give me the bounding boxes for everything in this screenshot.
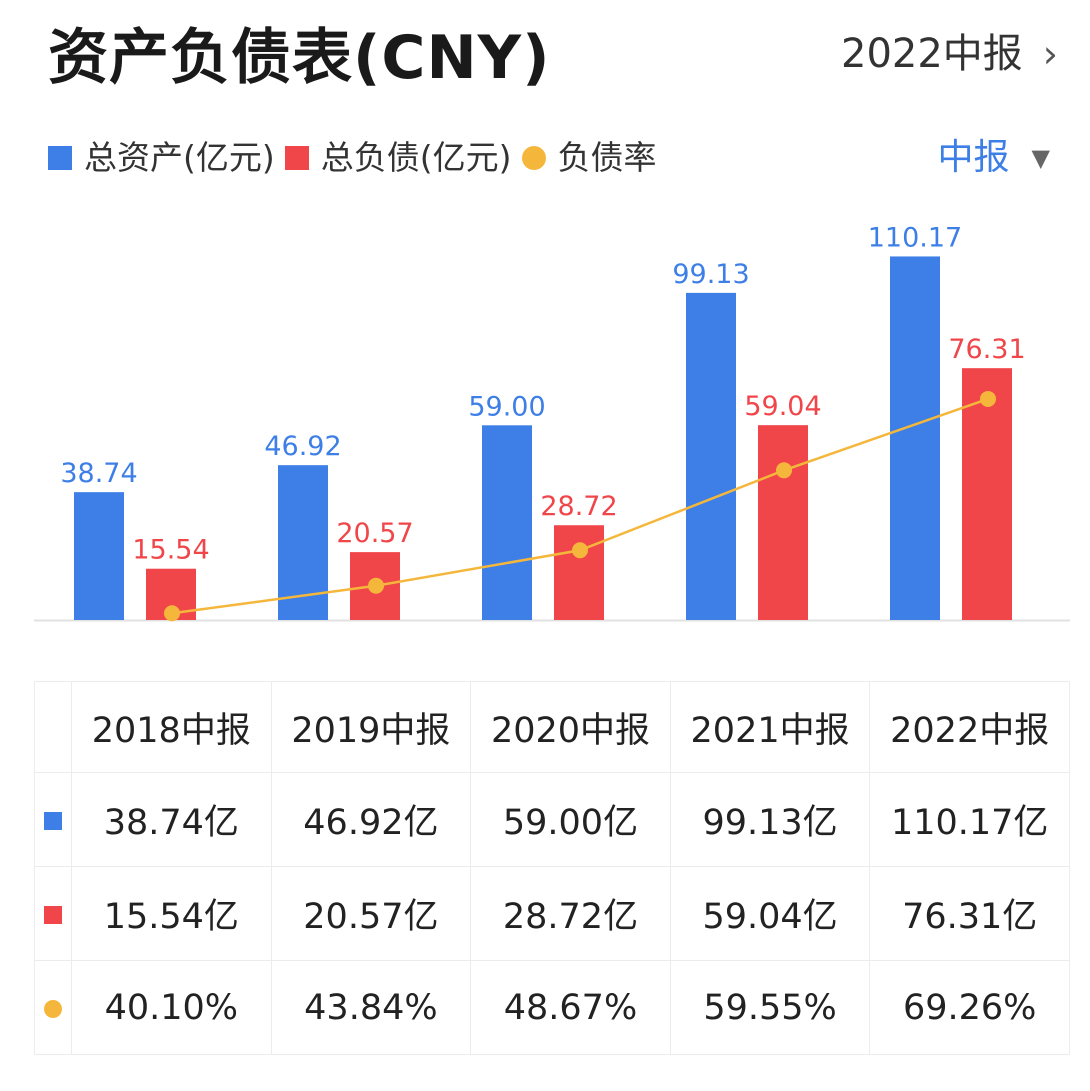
legend-assets-swatch [48, 146, 72, 170]
table-cell: 59.55% [669, 960, 871, 1055]
chevron-right-icon: › [1042, 32, 1058, 76]
bar-liabilities-2 [554, 525, 604, 620]
bar-assets-4 [890, 256, 940, 620]
legend-assets[interactable]: 总资产(亿元) [48, 136, 275, 180]
label-liabilities-0: 15.54 [132, 535, 209, 566]
table-cell: 48.67% [470, 960, 671, 1055]
table-cell: 43.84% [270, 960, 472, 1055]
table-cell: 38.74亿 [71, 772, 272, 867]
label-liabilities-2: 28.72 [540, 491, 617, 522]
ratio-point-0 [164, 605, 180, 622]
table-cell: 40.10% [71, 960, 272, 1055]
table-cell: 99.13亿 [669, 772, 871, 867]
legend-liabilities-swatch [284, 146, 309, 170]
legend-ratio[interactable]: 负债率 [521, 136, 657, 180]
table-header-4: 2022中报 [869, 681, 1070, 773]
table-header-3: 2021中报 [669, 681, 871, 773]
table-corner-cell [34, 681, 72, 773]
legend-ratio-label: 负债率 [557, 138, 657, 177]
label-liabilities-4: 76.31 [948, 334, 1025, 365]
period-selector-label: 中报 [937, 137, 1010, 178]
label-assets-1: 46.92 [264, 431, 341, 462]
table-marker-cell [34, 866, 72, 961]
table-cell: 20.57亿 [270, 866, 472, 961]
table-cell: 69.26% [869, 960, 1070, 1055]
caret-down-icon: ▼ [1031, 144, 1050, 172]
table-cell: 46.92亿 [270, 772, 472, 867]
square-marker-icon [44, 905, 62, 924]
table-cell: 15.54亿 [71, 866, 272, 961]
table-row: 38.74亿 46.92亿 59.00亿 99.13亿 110.17亿 [34, 772, 1070, 867]
bar-assets-2 [482, 425, 532, 620]
dot-marker-icon [44, 999, 62, 1018]
label-liabilities-3: 59.04 [744, 391, 821, 422]
table-cell: 59.04亿 [669, 866, 871, 961]
table-header-1: 2019中报 [270, 681, 472, 773]
ratio-point-2 [572, 542, 588, 559]
table-cell: 59.00亿 [470, 772, 671, 867]
table-header-2: 2020中报 [470, 681, 671, 773]
legend-ratio-swatch [521, 146, 546, 170]
table-marker-cell [34, 772, 72, 867]
table-row: 40.10% 43.84% 48.67% 59.55% 69.26% [34, 960, 1070, 1055]
period-link[interactable]: 2022中报 › [841, 30, 1058, 78]
label-assets-4: 110.17 [868, 222, 962, 253]
period-selector[interactable]: 中报 ▼ [938, 136, 1050, 180]
square-marker-icon [44, 811, 62, 830]
bar-liabilities-3 [758, 425, 808, 620]
balance-sheet-chart: 38.74 15.54 46.92 20.57 59.00 28.72 99.13 59.04… [34, 222, 1070, 622]
table-header-0: 2018中报 [71, 681, 272, 773]
bar-assets-3 [686, 292, 736, 620]
data-table: 2018中报 2019中报 2020中报 2021中报 2022中报 38.74亿 46.9… [34, 681, 1070, 1055]
page-title: 资产负债表(CNY) [48, 23, 551, 93]
legend-liabilities-label: 总负债(亿元) [320, 138, 512, 177]
table-marker-cell [34, 960, 72, 1055]
label-liabilities-1: 20.57 [336, 518, 413, 549]
legend-assets-label: 总资产(亿元) [84, 138, 275, 177]
bar-liabilities-4 [962, 368, 1012, 620]
table-header-row: 2018中报 2019中报 2020中报 2021中报 2022中报 [34, 681, 1070, 773]
chart-legend: 总资产(亿元) 总负债(亿元) 负债率 [48, 136, 667, 180]
table-cell: 110.17亿 [869, 772, 1070, 867]
ratio-point-3 [776, 462, 792, 479]
ratio-point-1 [368, 577, 384, 594]
label-assets-3: 99.13 [672, 259, 749, 290]
legend-liabilities[interactable]: 总负债(亿元) [284, 136, 512, 180]
table-cell: 76.31亿 [869, 866, 1070, 961]
ratio-point-4 [980, 390, 996, 407]
table-row: 15.54亿 20.57亿 28.72亿 59.04亿 76.31亿 [34, 866, 1070, 961]
table-cell: 28.72亿 [470, 866, 671, 961]
label-assets-0: 38.74 [60, 458, 137, 489]
period-link-label: 2022中报 [841, 31, 1023, 77]
label-assets-2: 59.00 [468, 391, 545, 422]
bar-assets-0 [74, 492, 124, 620]
